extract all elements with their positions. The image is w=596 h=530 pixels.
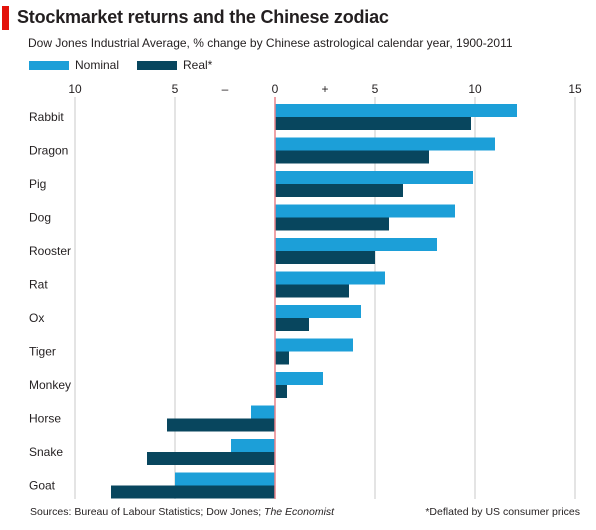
bar-real-dog	[275, 217, 389, 231]
bar-nominal-rabbit	[275, 104, 517, 117]
legend-label-nominal: Nominal	[75, 58, 120, 72]
category-label: Dog	[29, 211, 51, 225]
bar-real-ox	[275, 318, 309, 331]
bar-nominal-rat	[275, 271, 385, 285]
x-tick-label: 5	[372, 82, 379, 96]
title-accent-bar	[2, 6, 9, 30]
x-tick-label: 15	[568, 82, 582, 96]
x-tick-label: 0	[272, 82, 279, 96]
category-label: Horse	[29, 412, 61, 426]
legend-item-nominal: Nominal	[29, 58, 120, 72]
bar-real-horse	[167, 418, 275, 432]
category-label: Rabbit	[29, 110, 64, 124]
bar-nominal-dragon	[275, 137, 495, 151]
bar-real-dragon	[275, 150, 429, 164]
source-publication: The Economist	[264, 506, 335, 518]
bar-nominal-horse	[251, 405, 275, 419]
bar-real-rabbit	[275, 117, 471, 130]
bar-real-tiger	[275, 351, 289, 365]
category-label: Dragon	[29, 144, 68, 158]
category-label: Snake	[29, 445, 63, 459]
legend-label-real: Real*	[183, 58, 213, 72]
bar-nominal-tiger	[275, 338, 353, 352]
bar-real-goat	[111, 485, 275, 499]
footnote: *Deflated by US consumer prices	[425, 506, 580, 518]
bar-nominal-dog	[275, 204, 455, 218]
bar-nominal-goat	[175, 472, 275, 486]
legend-swatch-nominal	[29, 60, 69, 70]
category-label: Rooster	[29, 244, 71, 258]
x-tick-label: 5	[172, 82, 179, 96]
bar-real-rooster	[275, 251, 375, 264]
x-tick-label: 10	[468, 82, 482, 96]
category-label: Monkey	[29, 378, 71, 392]
bar-nominal-ox	[275, 305, 361, 318]
category-label: Rat	[29, 278, 48, 292]
legend-swatch-real	[137, 60, 177, 70]
x-tick-label: 10	[68, 82, 82, 96]
source-note: Sources: Bureau of Labour Statistics; Do…	[30, 506, 334, 518]
legend-item-real: Real*	[137, 58, 213, 72]
source-prefix: Sources: Bureau of Labour Statistics; Do…	[30, 506, 265, 518]
chart-subtitle: Dow Jones Industrial Average, % change b…	[28, 36, 513, 50]
bar-real-rat	[275, 284, 349, 298]
x-tick-label: –	[222, 82, 229, 96]
chart-title: Stockmarket returns and the Chinese zodi…	[17, 7, 389, 27]
bar-real-pig	[275, 184, 403, 197]
category-label: Ox	[29, 311, 44, 325]
bar-nominal-rooster	[275, 238, 437, 251]
category-label: Goat	[29, 479, 56, 493]
bar-nominal-monkey	[275, 372, 323, 385]
bar-real-snake	[147, 452, 275, 465]
bar-real-monkey	[275, 385, 287, 398]
category-label: Tiger	[29, 345, 56, 359]
x-tick-label: +	[321, 82, 328, 96]
category-label: Pig	[29, 177, 46, 191]
bar-nominal-snake	[231, 439, 275, 452]
bar-nominal-pig	[275, 171, 473, 184]
